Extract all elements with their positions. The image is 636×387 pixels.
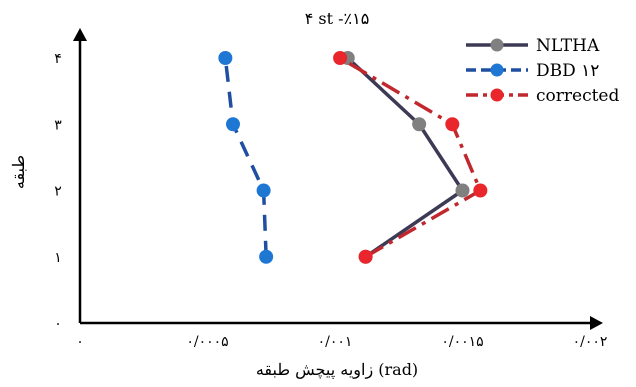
series-nltha [340, 51, 470, 264]
y-tick-label: ۳ [54, 117, 62, 133]
data-point [445, 117, 460, 132]
data-point [473, 183, 488, 198]
data-point [218, 51, 233, 65]
y-tick-label: ۱ [54, 250, 62, 266]
x-tick-label: ۰/۰۰۱۵ [441, 334, 483, 350]
y-axis-label: طبقه [9, 155, 28, 189]
legend: NLTHA DBD ۱۲ corrected [466, 36, 619, 106]
data-point [333, 51, 348, 65]
y-axis-arrow [73, 28, 87, 41]
x-tick-label: ۰ [76, 334, 84, 350]
x-axis-arrow [590, 316, 603, 330]
data-point [358, 249, 373, 264]
series-dbd [218, 51, 274, 264]
series-line [346, 56, 465, 259]
ticks: ۰ ۰/۰۰۰۵ ۰/۰۰۱ ۰/۰۰۱۵ ۰/۰۰۲ ۰ ۱ ۲ ۳ ۴ [54, 51, 607, 350]
chart-title: ۴ st -٪۱۵ [305, 9, 370, 28]
series-line [223, 57, 268, 257]
data-point [256, 183, 271, 198]
legend-label: NLTHA [536, 36, 600, 56]
data-point [455, 183, 470, 198]
legend-marker [490, 63, 504, 77]
legend-label: DBD ۱۲ [536, 61, 599, 81]
data-point [259, 249, 274, 264]
x-tick-label: ۰/۰۰۰۵ [186, 334, 228, 350]
legend-marker [490, 88, 504, 102]
y-tick-label: ۴ [54, 51, 62, 67]
data-point [226, 117, 240, 132]
y-tick-label: ۲ [54, 184, 62, 200]
data-point [412, 117, 427, 132]
series-line [339, 56, 483, 259]
legend-label: corrected [536, 86, 619, 106]
series-layer [218, 51, 488, 264]
series-corrected [333, 51, 488, 264]
y-tick-label: ۰ [54, 316, 62, 332]
x-axis-label: زاویه پیچش طبقه (rad) [256, 360, 418, 379]
axes [73, 28, 603, 330]
x-tick-label: ۰/۰۰۱ [318, 334, 353, 350]
legend-marker [490, 38, 504, 52]
x-tick-label: ۰/۰۰۲ [573, 334, 608, 350]
